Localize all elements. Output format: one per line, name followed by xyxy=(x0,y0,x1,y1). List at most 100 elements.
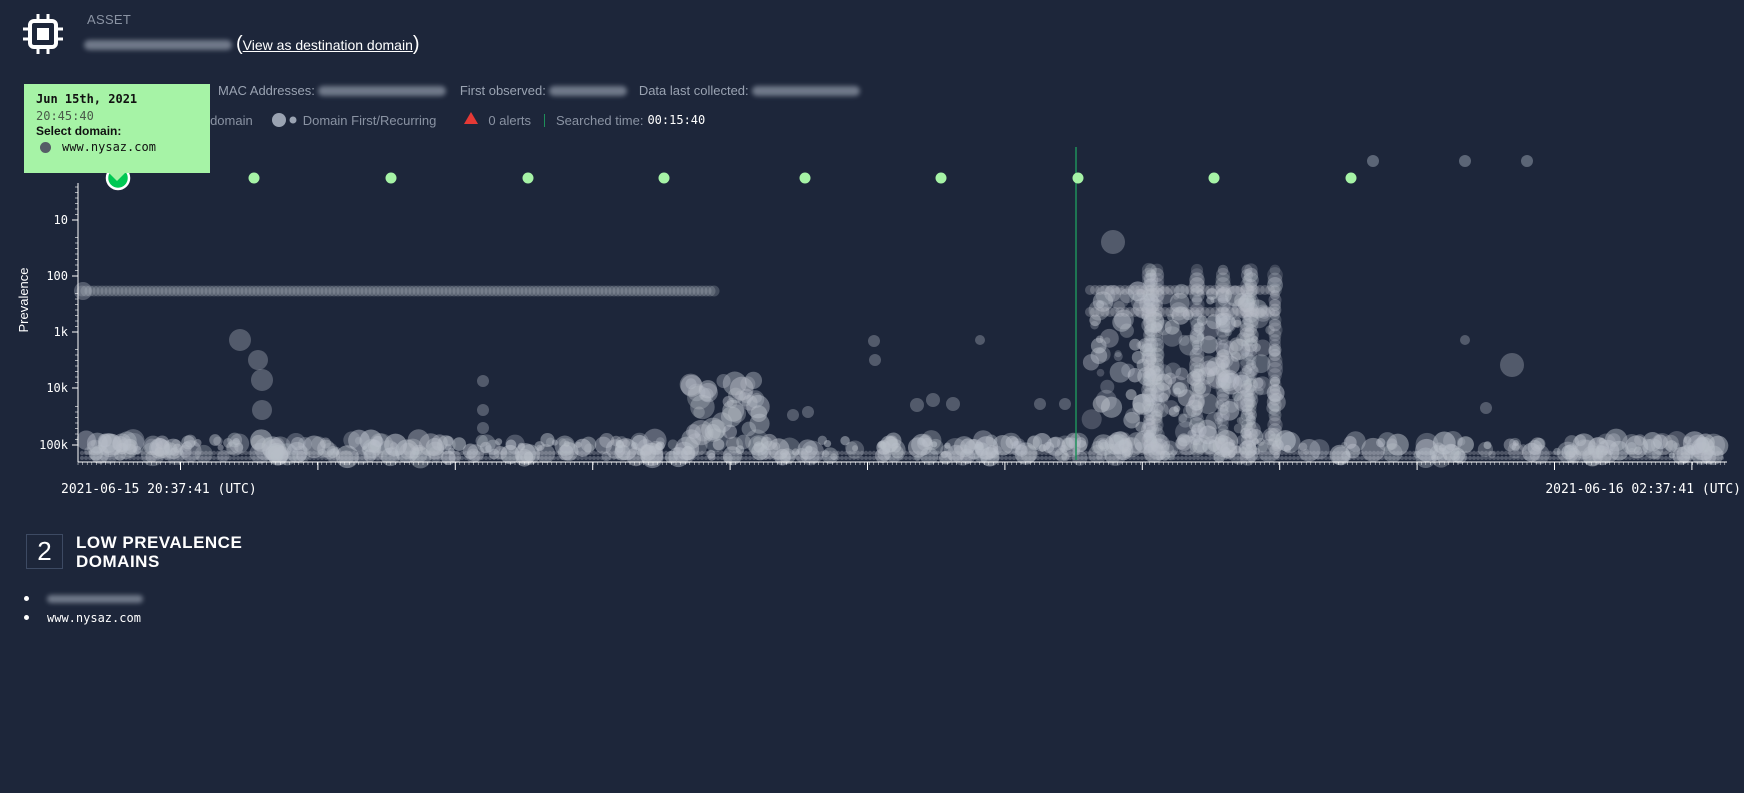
domain-bubble xyxy=(1367,450,1373,456)
domain-bubble xyxy=(1271,443,1280,452)
domain-bubble xyxy=(144,456,148,460)
domain-bubble xyxy=(1016,456,1020,460)
domain-bubble xyxy=(1143,297,1159,313)
domain-bubble xyxy=(1175,450,1181,456)
domain-bubble xyxy=(296,456,300,460)
domain-bubble xyxy=(292,445,311,464)
domain-bubble xyxy=(192,456,196,460)
domain-bubble xyxy=(1149,357,1165,373)
domain-bubble xyxy=(1484,456,1488,460)
domain-bubble xyxy=(376,456,380,460)
domain-bubble xyxy=(1118,437,1133,452)
domain-bubble xyxy=(964,456,968,460)
first-seen-point[interactable] xyxy=(385,172,397,184)
domain-bubble xyxy=(1125,389,1137,401)
domain-bubble xyxy=(1267,352,1283,368)
first-seen-point[interactable] xyxy=(935,172,947,184)
first-seen-point[interactable] xyxy=(1345,172,1357,184)
domain-bubble xyxy=(1232,374,1252,394)
domain-bubble xyxy=(292,285,304,297)
domain-bubble xyxy=(1215,377,1231,393)
domain-bubble xyxy=(133,445,142,455)
first-seen-point[interactable] xyxy=(248,172,260,184)
domain-bubble xyxy=(217,449,230,463)
domain-bubble xyxy=(872,456,876,460)
domain-bubble xyxy=(1352,456,1356,460)
domain-bubble xyxy=(1141,262,1157,278)
domain-bubble xyxy=(1249,366,1259,376)
first-seen-point[interactable] xyxy=(1208,172,1220,184)
first-seen-point[interactable] xyxy=(799,172,811,184)
domain-bubble xyxy=(476,434,496,454)
domain-bubble xyxy=(1151,319,1163,331)
recurring-point[interactable] xyxy=(1459,155,1471,167)
domain-bubble xyxy=(1260,456,1264,460)
domain-bubble xyxy=(536,285,548,297)
domain-bubble xyxy=(115,438,137,460)
y-tick-label: 1k xyxy=(54,325,69,339)
domain-bubble xyxy=(851,450,857,456)
domain-bubble xyxy=(360,285,372,297)
domain-bubble xyxy=(1236,332,1251,347)
recurring-point[interactable] xyxy=(1521,155,1533,167)
domain-bubble xyxy=(1572,433,1596,457)
domain-bubble xyxy=(908,456,912,460)
domain-bubble xyxy=(1011,440,1027,457)
tooltip-domain-option[interactable]: www.nysaz.com xyxy=(36,140,198,154)
domain-bubble xyxy=(252,456,256,460)
domain-bubble xyxy=(787,409,799,421)
domain-bubble xyxy=(311,436,327,452)
tooltip-domain[interactable]: www.nysaz.com xyxy=(62,140,156,154)
domain-bubble xyxy=(1012,456,1016,460)
list-item[interactable] xyxy=(24,589,143,608)
domain-bubble xyxy=(438,435,454,451)
domain-bubble xyxy=(1599,450,1605,456)
domain-bubble xyxy=(1143,422,1159,438)
domain-bubble xyxy=(543,450,549,456)
domain-bubble xyxy=(1151,309,1163,321)
domain-bubble xyxy=(1176,456,1180,460)
list-item[interactable]: www.nysaz.com xyxy=(24,608,143,627)
domain-bubble xyxy=(1268,313,1282,327)
domain-bubble xyxy=(732,456,736,460)
domain-bubble xyxy=(1149,382,1165,398)
domain-bubble xyxy=(1552,456,1556,460)
domain-bubble xyxy=(1244,388,1258,402)
domain-bubble xyxy=(727,450,733,456)
x-tick-label: 00:30 xyxy=(1124,469,1160,470)
domain-bubble xyxy=(1224,398,1239,413)
domain-bubble xyxy=(1015,450,1021,456)
domain-bubble xyxy=(1244,433,1258,447)
domain-bubble xyxy=(1101,230,1125,254)
domain-bubble xyxy=(308,285,320,297)
domain-bubble xyxy=(811,450,817,456)
domain-bubble xyxy=(931,441,938,448)
recurring-point[interactable] xyxy=(1367,155,1379,167)
first-seen-point[interactable] xyxy=(522,172,534,184)
domain-bubble xyxy=(944,442,951,449)
domain-bubble xyxy=(1472,456,1476,460)
domain-bubble xyxy=(122,432,145,456)
domain-link[interactable]: www.nysaz.com xyxy=(47,610,141,625)
domain-bubble xyxy=(352,285,364,297)
domain-bubble xyxy=(843,450,849,456)
first-seen-point[interactable] xyxy=(1072,172,1084,184)
redacted-domain[interactable] xyxy=(47,594,143,603)
domain-bubble xyxy=(1241,289,1253,301)
first-seen-point[interactable] xyxy=(658,172,670,184)
domain-bubble xyxy=(1267,417,1283,433)
domain-bubble xyxy=(1634,434,1646,446)
domain-bubble xyxy=(1244,428,1258,442)
domain-bubble xyxy=(1288,456,1292,460)
domain-bubble xyxy=(648,285,660,297)
domain-bubble xyxy=(1144,328,1158,342)
domain-bubble xyxy=(726,397,738,409)
domain-bubble xyxy=(1149,387,1165,403)
view-as-destination-link[interactable]: View as destination domain xyxy=(242,36,413,53)
domain-bubble xyxy=(685,378,697,390)
domain-bubble xyxy=(395,439,419,464)
domain-bubble xyxy=(1245,359,1257,371)
domain-bubble xyxy=(1241,404,1253,416)
domain-bubble xyxy=(1143,359,1155,371)
